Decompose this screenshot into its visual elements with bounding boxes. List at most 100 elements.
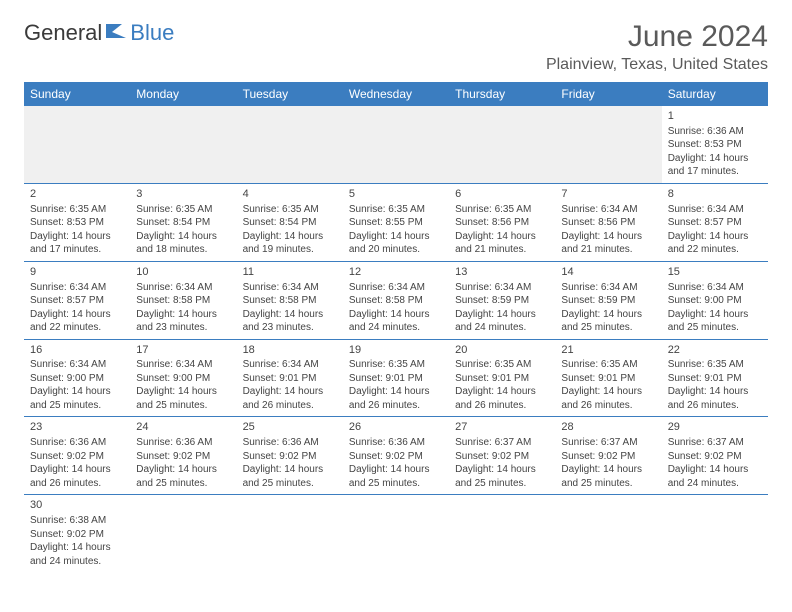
sunrise-text: Sunrise: 6:34 AM — [668, 203, 762, 217]
empty-cell — [24, 106, 130, 183]
daylight1-text: Daylight: 14 hours — [561, 308, 655, 322]
sunset-text: Sunset: 8:54 PM — [136, 216, 230, 230]
sunset-text: Sunset: 8:58 PM — [349, 294, 443, 308]
day-number: 5 — [349, 187, 443, 202]
empty-cell — [555, 495, 661, 572]
day-number: 10 — [136, 265, 230, 280]
sunset-text: Sunset: 9:01 PM — [243, 372, 337, 386]
sunrise-text: Sunrise: 6:35 AM — [668, 358, 762, 372]
sunset-text: Sunset: 9:01 PM — [668, 372, 762, 386]
day-number: 6 — [455, 187, 549, 202]
daylight2-text: and 24 minutes. — [668, 477, 762, 491]
day-number: 26 — [349, 420, 443, 435]
day-cell: 27Sunrise: 6:37 AMSunset: 9:02 PMDayligh… — [449, 417, 555, 495]
sunrise-text: Sunrise: 6:36 AM — [349, 436, 443, 450]
sunrise-text: Sunrise: 6:34 AM — [455, 281, 549, 295]
day-cell: 14Sunrise: 6:34 AMSunset: 8:59 PMDayligh… — [555, 261, 661, 339]
sunset-text: Sunset: 9:02 PM — [30, 528, 124, 542]
daylight1-text: Daylight: 14 hours — [136, 308, 230, 322]
day-cell: 25Sunrise: 6:36 AMSunset: 9:02 PMDayligh… — [237, 417, 343, 495]
sunrise-text: Sunrise: 6:38 AM — [30, 514, 124, 528]
empty-cell — [449, 106, 555, 183]
daylight2-text: and 26 minutes. — [455, 399, 549, 413]
day-cell: 3Sunrise: 6:35 AMSunset: 8:54 PMDaylight… — [130, 183, 236, 261]
day-number: 15 — [668, 265, 762, 280]
sunset-text: Sunset: 9:01 PM — [349, 372, 443, 386]
day-cell: 13Sunrise: 6:34 AMSunset: 8:59 PMDayligh… — [449, 261, 555, 339]
sunset-text: Sunset: 8:55 PM — [349, 216, 443, 230]
day-number: 12 — [349, 265, 443, 280]
sunrise-text: Sunrise: 6:34 AM — [30, 281, 124, 295]
sunset-text: Sunset: 9:00 PM — [30, 372, 124, 386]
empty-cell — [662, 495, 768, 572]
daylight1-text: Daylight: 14 hours — [243, 385, 337, 399]
daylight1-text: Daylight: 14 hours — [136, 385, 230, 399]
daylight2-text: and 25 minutes. — [136, 477, 230, 491]
sunrise-text: Sunrise: 6:35 AM — [455, 203, 549, 217]
day-number: 9 — [30, 265, 124, 280]
day-cell: 18Sunrise: 6:34 AMSunset: 9:01 PMDayligh… — [237, 339, 343, 417]
day-number: 4 — [243, 187, 337, 202]
page-header: General Blue June 2024 Plainview, Texas,… — [24, 20, 768, 74]
day-number: 22 — [668, 343, 762, 358]
daylight1-text: Daylight: 14 hours — [668, 463, 762, 477]
daylight2-text: and 25 minutes. — [561, 321, 655, 335]
daylight1-text: Daylight: 14 hours — [30, 230, 124, 244]
day-cell: 4Sunrise: 6:35 AMSunset: 8:54 PMDaylight… — [237, 183, 343, 261]
sunrise-text: Sunrise: 6:34 AM — [561, 281, 655, 295]
day-header: Sunday — [24, 82, 130, 106]
daylight1-text: Daylight: 14 hours — [136, 230, 230, 244]
sunset-text: Sunset: 8:53 PM — [668, 138, 762, 152]
day-header: Wednesday — [343, 82, 449, 106]
location-text: Plainview, Texas, United States — [546, 56, 768, 74]
empty-cell — [237, 495, 343, 572]
day-cell: 8Sunrise: 6:34 AMSunset: 8:57 PMDaylight… — [662, 183, 768, 261]
daylight2-text: and 26 minutes. — [561, 399, 655, 413]
daylight2-text: and 26 minutes. — [349, 399, 443, 413]
daylight1-text: Daylight: 14 hours — [668, 230, 762, 244]
daylight2-text: and 25 minutes. — [668, 321, 762, 335]
sunset-text: Sunset: 9:02 PM — [561, 450, 655, 464]
daylight2-text: and 21 minutes. — [561, 243, 655, 257]
daylight2-text: and 17 minutes. — [30, 243, 124, 257]
day-cell: 11Sunrise: 6:34 AMSunset: 8:58 PMDayligh… — [237, 261, 343, 339]
calendar-row: 23Sunrise: 6:36 AMSunset: 9:02 PMDayligh… — [24, 417, 768, 495]
day-cell: 10Sunrise: 6:34 AMSunset: 8:58 PMDayligh… — [130, 261, 236, 339]
sunrise-text: Sunrise: 6:34 AM — [561, 203, 655, 217]
day-header: Thursday — [449, 82, 555, 106]
day-cell: 2Sunrise: 6:35 AMSunset: 8:53 PMDaylight… — [24, 183, 130, 261]
daylight2-text: and 24 minutes. — [455, 321, 549, 335]
daylight2-text: and 18 minutes. — [136, 243, 230, 257]
daylight2-text: and 26 minutes. — [243, 399, 337, 413]
day-cell: 1Sunrise: 6:36 AMSunset: 8:53 PMDaylight… — [662, 106, 768, 183]
calendar-row: 9Sunrise: 6:34 AMSunset: 8:57 PMDaylight… — [24, 261, 768, 339]
day-number: 21 — [561, 343, 655, 358]
day-number: 20 — [455, 343, 549, 358]
day-cell: 15Sunrise: 6:34 AMSunset: 9:00 PMDayligh… — [662, 261, 768, 339]
sunset-text: Sunset: 8:58 PM — [243, 294, 337, 308]
sunset-text: Sunset: 8:53 PM — [30, 216, 124, 230]
sunset-text: Sunset: 8:56 PM — [561, 216, 655, 230]
day-cell: 22Sunrise: 6:35 AMSunset: 9:01 PMDayligh… — [662, 339, 768, 417]
empty-cell — [130, 495, 236, 572]
daylight2-text: and 26 minutes. — [668, 399, 762, 413]
daylight2-text: and 25 minutes. — [243, 477, 337, 491]
day-number: 25 — [243, 420, 337, 435]
sunrise-text: Sunrise: 6:34 AM — [668, 281, 762, 295]
daylight2-text: and 22 minutes. — [30, 321, 124, 335]
daylight2-text: and 21 minutes. — [455, 243, 549, 257]
day-cell: 26Sunrise: 6:36 AMSunset: 9:02 PMDayligh… — [343, 417, 449, 495]
day-cell: 20Sunrise: 6:35 AMSunset: 9:01 PMDayligh… — [449, 339, 555, 417]
sunrise-text: Sunrise: 6:35 AM — [243, 203, 337, 217]
day-cell: 28Sunrise: 6:37 AMSunset: 9:02 PMDayligh… — [555, 417, 661, 495]
empty-cell — [343, 106, 449, 183]
title-block: June 2024 Plainview, Texas, United State… — [546, 20, 768, 74]
calendar-row: 16Sunrise: 6:34 AMSunset: 9:00 PMDayligh… — [24, 339, 768, 417]
daylight1-text: Daylight: 14 hours — [455, 230, 549, 244]
sunrise-text: Sunrise: 6:37 AM — [561, 436, 655, 450]
logo-text-general: General — [24, 20, 102, 46]
logo: General Blue — [24, 20, 174, 46]
sunrise-text: Sunrise: 6:34 AM — [349, 281, 443, 295]
day-number: 19 — [349, 343, 443, 358]
daylight1-text: Daylight: 14 hours — [349, 385, 443, 399]
